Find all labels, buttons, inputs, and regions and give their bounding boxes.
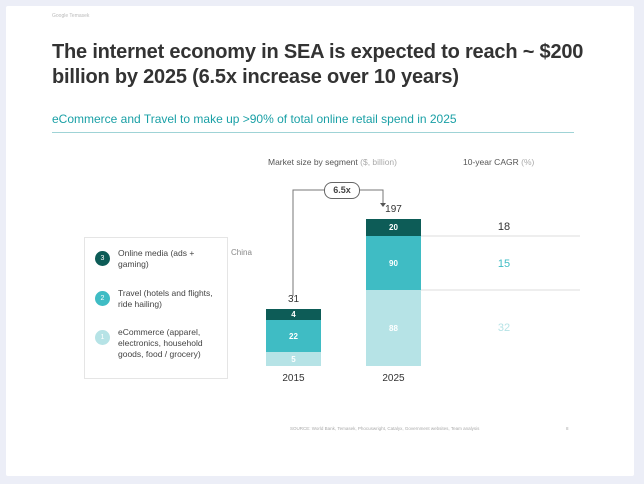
source-note: SOURCE: World Bank, Temasek, Phocuswrigh… [290,426,480,431]
bar-segment: 20 [366,219,421,236]
legend-item-travel: 2 Travel (hotels and flights, ride hailin… [95,288,218,310]
bar-total-label: 197 [385,204,402,215]
divider [52,132,574,133]
bar-segment: 22 [266,320,321,352]
x-tick-label: 2025 [382,373,405,384]
cagr-value: 18 [497,221,511,233]
slide-title: The internet economy in SEA is expected … [52,41,584,88]
annotation-text: China [231,248,252,257]
bar-total-label: 31 [287,294,300,305]
slide [6,6,634,476]
cagr-value: 32 [497,322,511,334]
legend-item-online-media: 3 Online media (ads + gaming) [95,248,223,270]
bar-segment: 90 [366,236,421,290]
legend-badge: 2 [95,291,110,306]
x-tick-label: 2015 [282,373,305,384]
growth-badge: 6.5x [324,182,360,199]
page-number: 8 [566,426,569,431]
legend-badge: 3 [95,251,110,266]
slide-subtitle: eCommerce and Travel to make up >90% of … [52,112,457,126]
legend-badge: 1 [95,330,110,345]
legend-item-ecommerce: 1 eCommerce (apparel, electronics, househ… [95,327,223,360]
bar-segment: 4 [266,309,321,320]
chart-title: Market size by segment ($, billion) [268,157,397,167]
legend: 3 Online media (ads + gaming) 2 Travel (ho… [84,237,228,379]
cagr-header: 10-year CAGR (%) [463,157,535,167]
bar-segment: 88 [366,290,421,366]
slide-header: The internet economy in SEA is expected … [52,40,630,133]
cagr-value: 15 [497,258,511,270]
brand-logos: Google Temasek [52,13,90,19]
bar-segment: 5 [266,352,321,366]
